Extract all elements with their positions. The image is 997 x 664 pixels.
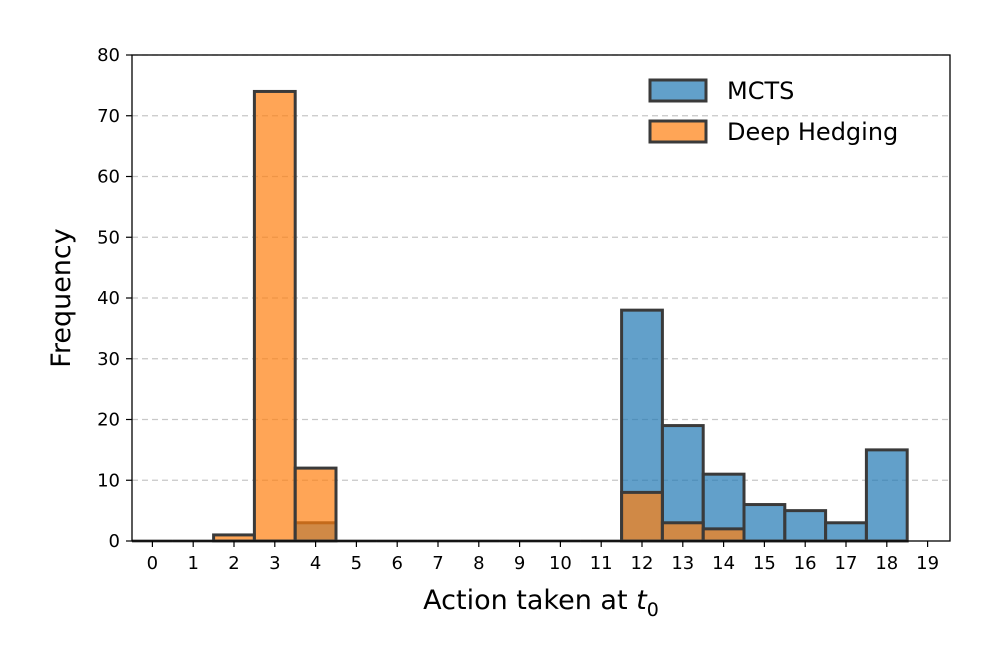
y-tick-label: 70 bbox=[97, 106, 120, 127]
x-tick-label: 10 bbox=[549, 553, 572, 574]
legend-swatch-mcts bbox=[648, 78, 708, 103]
legend: MCTS Deep Hedging bbox=[648, 77, 898, 146]
x-axis-ticks: 0 1 2 3 4 5 6 7 8 9 10 11 12 13 14 15 16 17 18 19 bbox=[147, 541, 939, 574]
x-axis-title-variable: t bbox=[636, 585, 648, 616]
x-tick-label: 9 bbox=[514, 553, 525, 574]
x-tick-label: 18 bbox=[875, 553, 898, 574]
x-tick-label: 6 bbox=[391, 553, 402, 574]
x-tick-label: 3 bbox=[269, 553, 280, 574]
x-axis-title: Action taken at t0 bbox=[423, 585, 659, 621]
legend-label-deep-hedging: Deep Hedging bbox=[727, 118, 898, 146]
x-tick-label: 0 bbox=[147, 553, 158, 574]
y-tick-label: 50 bbox=[97, 227, 120, 248]
x-tick-label: 4 bbox=[310, 553, 321, 574]
y-tick-label: 40 bbox=[97, 288, 120, 309]
x-tick-label: 1 bbox=[187, 553, 198, 574]
x-tick-label: 8 bbox=[473, 553, 484, 574]
bar-deep-hedging bbox=[212, 533, 256, 543]
x-tick-label: 5 bbox=[351, 553, 362, 574]
y-axis-title: Frequency bbox=[46, 228, 77, 368]
bar-deep-hedging bbox=[252, 89, 297, 543]
bar-deep-hedging bbox=[620, 490, 664, 543]
bar-deep-hedging bbox=[293, 466, 338, 543]
x-tick-label: 13 bbox=[671, 553, 694, 574]
bar-deep-hedging bbox=[701, 527, 746, 543]
bar-mcts bbox=[783, 509, 828, 543]
bar-deep-hedging bbox=[660, 521, 705, 543]
x-tick-label: 17 bbox=[835, 553, 858, 574]
x-tick-label: 2 bbox=[228, 553, 239, 574]
x-tick-label: 14 bbox=[712, 553, 735, 574]
y-tick-label: 30 bbox=[97, 349, 120, 370]
legend-swatch-deep-hedging bbox=[648, 119, 708, 144]
x-axis-title-subscript: 0 bbox=[647, 599, 659, 621]
x-tick-label: 12 bbox=[631, 553, 654, 574]
x-tick-label: 15 bbox=[753, 553, 776, 574]
x-tick-label: 19 bbox=[916, 553, 939, 574]
bar-mcts bbox=[742, 503, 787, 543]
y-tick-label: 80 bbox=[97, 45, 120, 66]
legend-label-mcts: MCTS bbox=[727, 77, 794, 105]
y-tick-label: 20 bbox=[97, 410, 120, 431]
y-tick-label: 10 bbox=[97, 470, 120, 491]
x-axis-title-text: Action taken at bbox=[423, 585, 627, 616]
y-axis-ticks: 0 10 20 30 40 50 60 70 80 bbox=[97, 45, 132, 552]
x-tick-label: 11 bbox=[590, 553, 613, 574]
y-tick-label: 60 bbox=[97, 167, 120, 188]
y-tick-label: 0 bbox=[109, 531, 120, 552]
x-tick-label: 7 bbox=[432, 553, 443, 574]
bar-mcts bbox=[824, 521, 868, 543]
bar-mcts bbox=[864, 448, 909, 543]
x-tick-label: 16 bbox=[794, 553, 817, 574]
